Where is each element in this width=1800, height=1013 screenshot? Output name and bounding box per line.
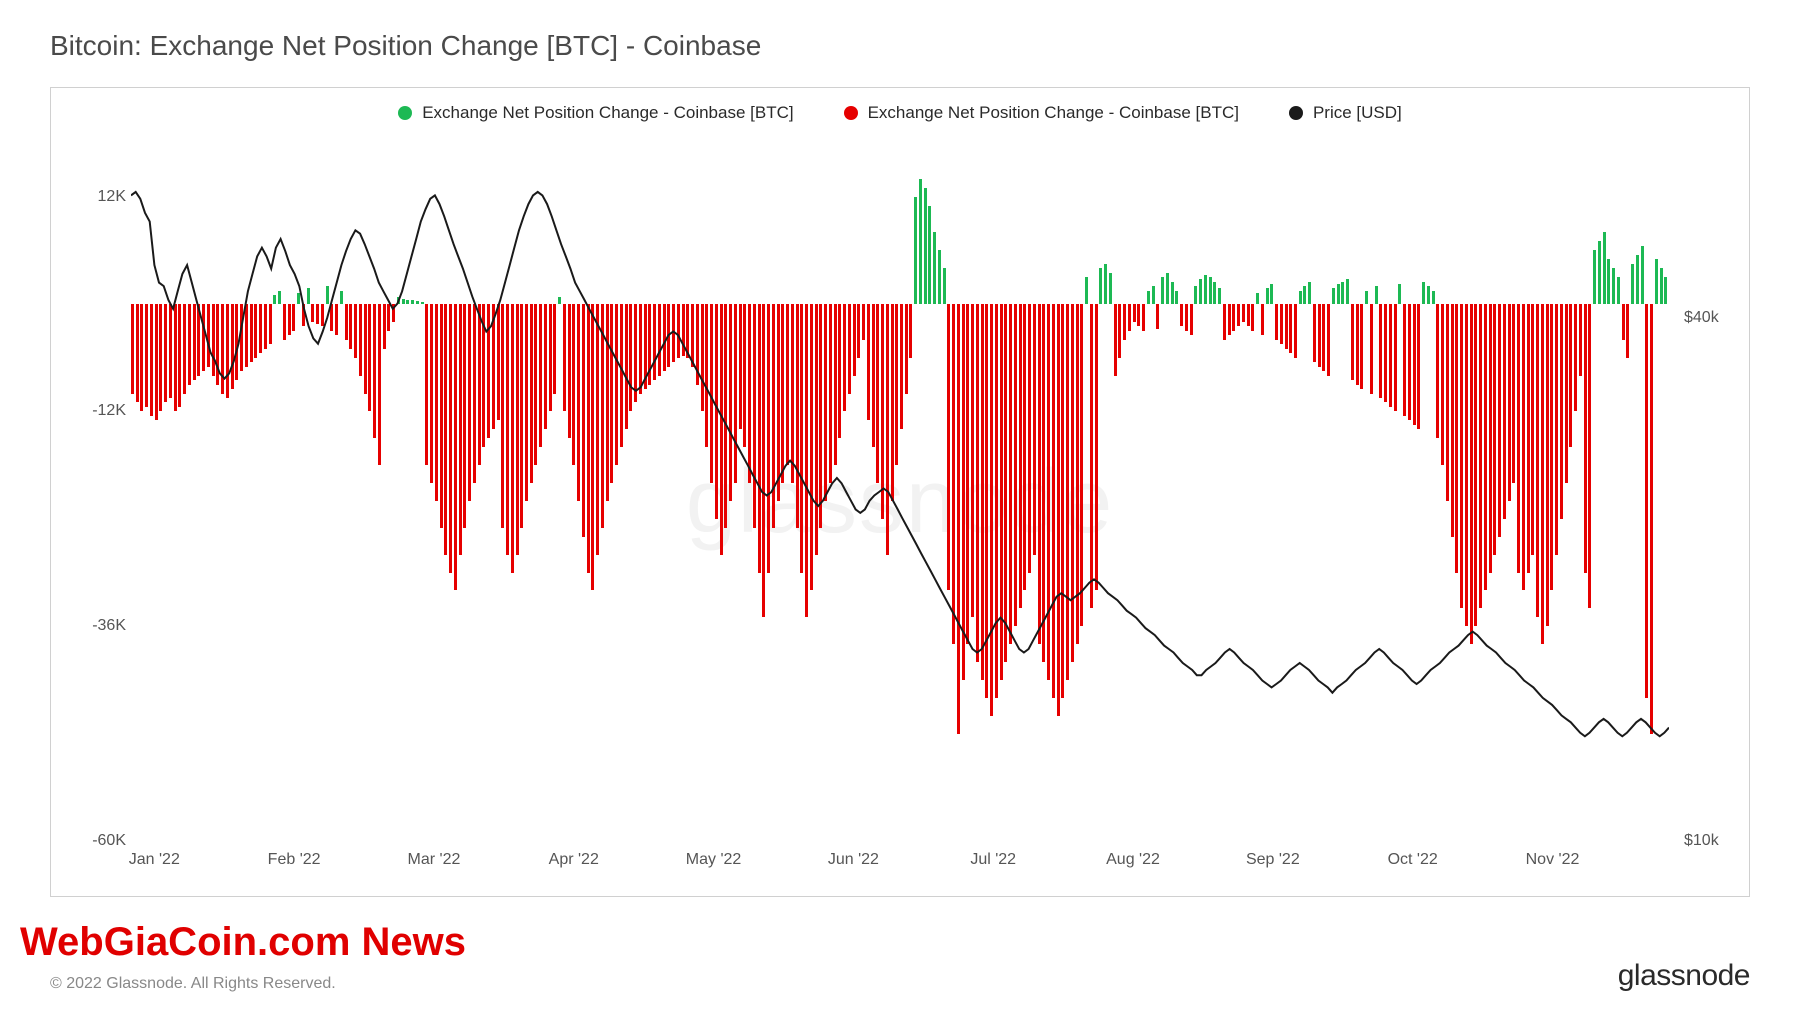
x-tick: Oct '22 bbox=[1388, 851, 1438, 869]
x-tick: Feb '22 bbox=[268, 851, 321, 869]
price-line-layer bbox=[131, 143, 1669, 841]
footer: © 2022 Glassnode. All Rights Reserved. g… bbox=[50, 959, 1750, 993]
x-tick: Apr '22 bbox=[549, 851, 599, 869]
legend-item-positive: Exchange Net Position Change - Coinbase … bbox=[398, 103, 793, 123]
x-tick: Mar '22 bbox=[408, 851, 461, 869]
legend: Exchange Net Position Change - Coinbase … bbox=[51, 88, 1749, 133]
brand-text: glassnode bbox=[1618, 959, 1750, 993]
legend-item-price: Price [USD] bbox=[1289, 103, 1402, 123]
y-left-tick: 12K bbox=[51, 188, 126, 206]
x-tick: May '22 bbox=[686, 851, 742, 869]
y-left-tick: -12K bbox=[51, 402, 126, 420]
chart-title: Bitcoin: Exchange Net Position Change [B… bbox=[50, 30, 1750, 62]
legend-dot-price bbox=[1289, 106, 1303, 120]
price-line-svg bbox=[131, 143, 1669, 841]
legend-label-negative: Exchange Net Position Change - Coinbase … bbox=[868, 103, 1239, 123]
x-tick: Jul '22 bbox=[970, 851, 1016, 869]
x-tick: Nov '22 bbox=[1526, 851, 1580, 869]
x-tick: Jun '22 bbox=[828, 851, 879, 869]
x-axis: Jan '22 Feb '22 Mar '22 Apr '22 May '22 Jun '… bbox=[131, 851, 1669, 881]
legend-label-price: Price [USD] bbox=[1313, 103, 1402, 123]
y-left-tick: -60K bbox=[51, 832, 126, 850]
x-tick: Aug '22 bbox=[1106, 851, 1160, 869]
chart-container: Exchange Net Position Change - Coinbase … bbox=[50, 87, 1750, 897]
price-line-path bbox=[131, 192, 1669, 736]
y-right-tick: $40k bbox=[1684, 309, 1759, 327]
legend-item-negative: Exchange Net Position Change - Coinbase … bbox=[844, 103, 1239, 123]
y-right-tick: $10k bbox=[1684, 832, 1759, 850]
legend-label-positive: Exchange Net Position Change - Coinbase … bbox=[422, 103, 793, 123]
legend-dot-negative bbox=[844, 106, 858, 120]
y-axis-right: $40k$10k bbox=[1674, 143, 1749, 841]
x-tick: Jan '22 bbox=[129, 851, 180, 869]
legend-dot-positive bbox=[398, 106, 412, 120]
y-axis-left: 12K-12K-36K-60K bbox=[51, 143, 126, 841]
y-left-tick: -36K bbox=[51, 617, 126, 635]
x-tick: Sep '22 bbox=[1246, 851, 1300, 869]
plot-area bbox=[131, 143, 1669, 841]
copyright-text: © 2022 Glassnode. All Rights Reserved. bbox=[50, 975, 336, 993]
